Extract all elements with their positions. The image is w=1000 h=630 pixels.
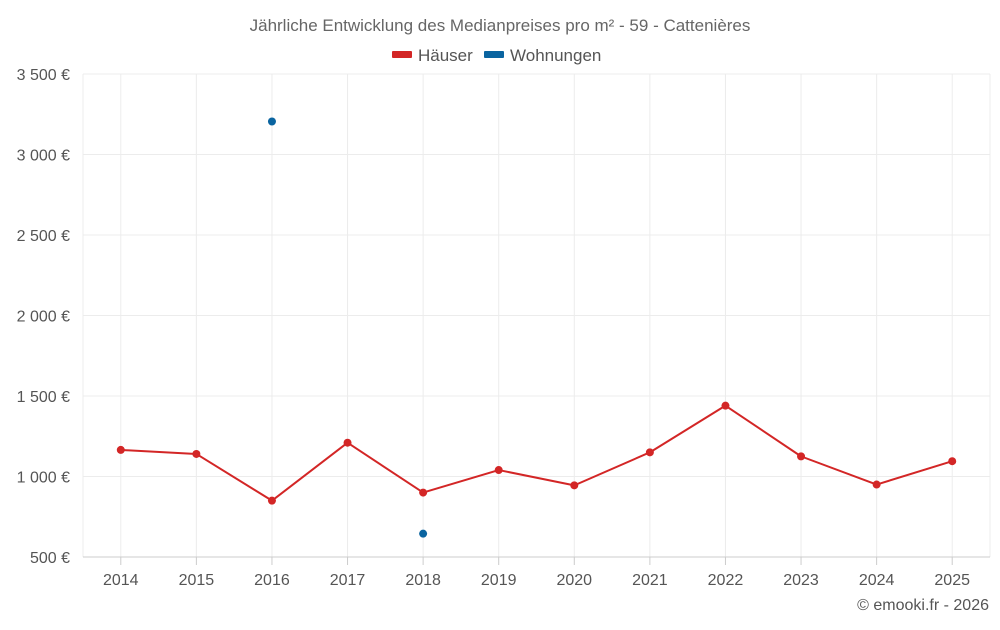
- x-tick-label: 2023: [783, 572, 819, 589]
- y-tick-label: 2 000 €: [17, 309, 70, 326]
- legend-swatch-haeuser: [392, 51, 412, 58]
- legend-label-haeuser: Häuser: [418, 46, 473, 65]
- legend-swatch-wohnungen: [484, 51, 504, 58]
- data-point-haeuser[interactable]: [570, 481, 579, 490]
- legend-item-wohnungen[interactable]: Wohnungen: [484, 46, 601, 65]
- axes: 500 € 1 000 € 1 500 € 2 000 € 2 500 € 3 000 €…: [17, 67, 990, 589]
- y-tick-label: 3 000 €: [17, 148, 70, 165]
- data-point-haeuser[interactable]: [645, 448, 654, 457]
- credit-label: © emooki.fr - 2026: [857, 597, 989, 614]
- y-tick-label: 500 €: [30, 550, 70, 567]
- data-point-haeuser[interactable]: [343, 438, 352, 447]
- y-tick-label: 2 500 €: [17, 228, 70, 245]
- legend-item-haeuser[interactable]: Häuser: [392, 46, 473, 65]
- grid: [82, 73, 991, 557]
- data-point-wohnungen[interactable]: [419, 529, 428, 538]
- x-tick-label: 2021: [632, 572, 668, 589]
- series-line-haeuser: [120, 404, 953, 502]
- data-point-haeuser[interactable]: [116, 445, 125, 454]
- x-tick-label: 2017: [330, 572, 366, 589]
- x-tick-label: 2015: [179, 572, 215, 589]
- series-wohnungen: [267, 117, 428, 538]
- series-layer: [116, 117, 957, 538]
- legend-label-wohnungen: Wohnungen: [510, 46, 601, 65]
- data-point-wohnungen[interactable]: [267, 117, 276, 126]
- x-tick-label: 2018: [405, 572, 441, 589]
- data-point-haeuser[interactable]: [872, 480, 881, 489]
- y-tick-label: 1 500 €: [17, 389, 70, 406]
- data-point-haeuser[interactable]: [948, 457, 957, 466]
- x-tick-label: 2020: [556, 572, 592, 589]
- y-tick-label: 3 500 €: [17, 67, 70, 84]
- data-point-haeuser[interactable]: [494, 466, 503, 475]
- series-haeuser: [116, 401, 957, 505]
- x-tick-label: 2022: [708, 572, 744, 589]
- x-tick-label: 2019: [481, 572, 517, 589]
- x-tick-label: 2014: [103, 572, 139, 589]
- data-point-haeuser[interactable]: [721, 401, 730, 410]
- x-tick-label: 2025: [934, 572, 970, 589]
- chart-title: Jährliche Entwicklung des Medianpreises …: [250, 16, 751, 35]
- data-point-haeuser[interactable]: [192, 449, 201, 458]
- x-tick-label: 2024: [859, 572, 895, 589]
- data-point-haeuser[interactable]: [419, 488, 428, 497]
- data-point-haeuser[interactable]: [267, 496, 276, 505]
- data-point-haeuser[interactable]: [797, 452, 806, 461]
- legend: Häuser Wohnungen: [392, 46, 601, 65]
- y-tick-label: 1 000 €: [17, 470, 70, 487]
- x-tick-label: 2016: [254, 572, 290, 589]
